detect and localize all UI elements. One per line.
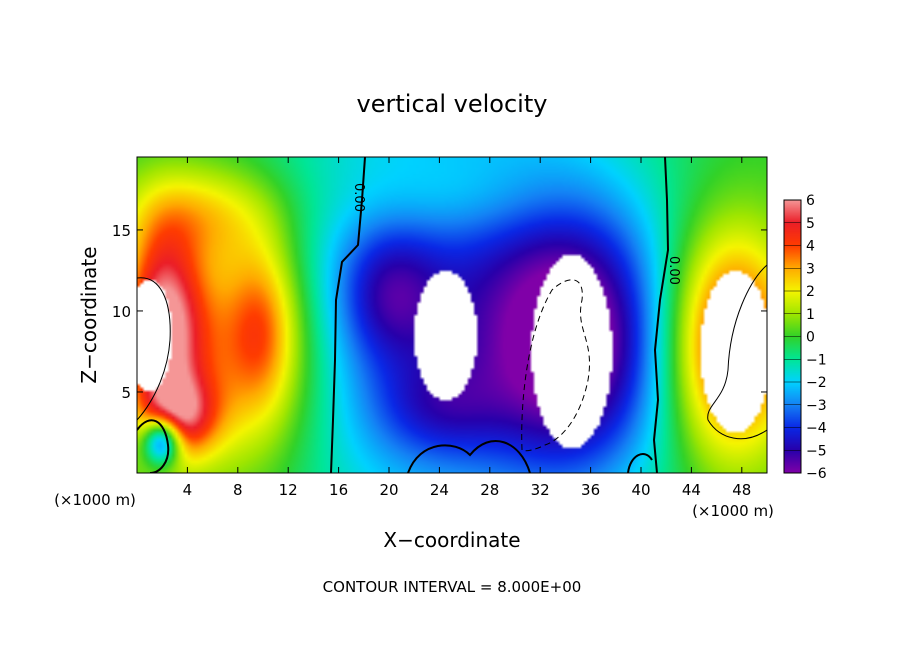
contour-labels: 0.00 0.00 [351, 183, 681, 285]
zero-contour-line [627, 453, 653, 473]
colorbar-tick-label: 0 [806, 330, 815, 346]
colorbar-tick-label: 1 [806, 307, 815, 323]
x-tick-label: 20 [379, 481, 398, 499]
colorbar-tick-label: 4 [806, 239, 815, 255]
plot-area: 0.00 0.00 [136, 156, 768, 474]
colorbar-tick-label: 5 [806, 216, 815, 232]
x-tick-label: 44 [682, 481, 701, 499]
x-tick-label: 8 [233, 481, 243, 499]
zero-contour-line [407, 440, 531, 473]
colorbar-tick-label: −6 [806, 466, 827, 482]
x-unit-left: (×1000 m) [54, 491, 136, 509]
x-tick-label: 36 [581, 481, 600, 499]
x-tick-label: 48 [732, 481, 751, 499]
colorbar-tick-label: 2 [806, 284, 815, 300]
colorbar: 6 5 4 3 2 1 0 −1 −2 −3 −4 −5 −6 [783, 193, 827, 482]
contour-interval-note: CONTOUR INTERVAL = 8.000E+00 [323, 578, 582, 596]
colorbar-tick-label: 6 [806, 193, 815, 209]
x-tick-label: 4 [183, 481, 193, 499]
negative-dashed-contour [521, 279, 590, 452]
x-unit-right: (×1000 m) [692, 502, 774, 520]
x-tick-label: 12 [279, 481, 298, 499]
colorbar-tick-label: −3 [806, 398, 827, 414]
y-axis: 5 10 15 [112, 222, 767, 402]
x-tick-label: 32 [531, 481, 550, 499]
zero-contour-line [652, 157, 670, 473]
heatmap-field [137, 157, 767, 473]
x-axis-label: X−coordinate [383, 528, 520, 552]
zero-contour-line [330, 157, 366, 473]
contour-label: 0.00 [666, 256, 681, 285]
contour-lines [137, 157, 767, 473]
x-tick-label: 28 [480, 481, 499, 499]
y-tick-label: 15 [112, 222, 131, 240]
colorbar-tick-label: −4 [806, 421, 827, 437]
colorbar-ticks: 6 5 4 3 2 1 0 −1 −2 −3 −4 −5 −6 [784, 193, 827, 482]
x-tick-label: 16 [329, 481, 348, 499]
x-tick-label: 40 [631, 481, 650, 499]
x-tick-label: 24 [430, 481, 449, 499]
colorbar-tick-label: −5 [806, 443, 827, 459]
saturated-contour-line [137, 277, 171, 421]
saturated-contour-line [707, 264, 767, 440]
plot-frame [136, 156, 768, 474]
colorbar-tick-label: −2 [806, 375, 827, 391]
y-tick-label: 10 [112, 303, 131, 321]
contour-label: 0.00 [351, 183, 366, 212]
x-axis: 4 8 12 16 20 24 28 32 36 40 44 48 [183, 157, 751, 499]
y-axis-label: Z−coordinate [77, 246, 101, 383]
colorbar-tick-label: 3 [806, 261, 815, 277]
chart-title: vertical velocity [357, 90, 548, 118]
zero-contour-line [137, 419, 170, 473]
y-tick-label: 5 [121, 384, 131, 402]
colorbar-tick-label: −1 [806, 352, 827, 368]
